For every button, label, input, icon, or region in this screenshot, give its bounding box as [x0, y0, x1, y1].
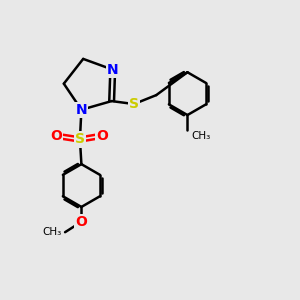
Text: CH₃: CH₃	[191, 131, 210, 141]
Text: O: O	[76, 215, 87, 229]
Text: O: O	[96, 130, 108, 143]
Text: N: N	[76, 103, 87, 117]
Text: S: S	[75, 133, 85, 146]
Text: N: N	[107, 63, 118, 77]
Text: O: O	[50, 130, 62, 143]
Text: S: S	[129, 97, 139, 111]
Text: CH₃: CH₃	[42, 227, 62, 237]
